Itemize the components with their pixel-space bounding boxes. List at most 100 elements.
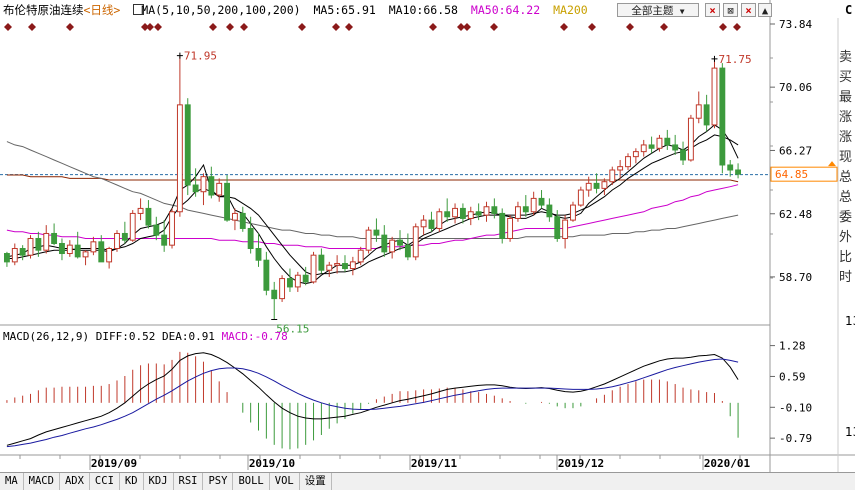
tab-2[interactable]: ADX xyxy=(60,473,90,490)
tab-3[interactable]: CCI xyxy=(90,473,120,490)
candle-body xyxy=(247,227,254,250)
side-panel-label: 卖 xyxy=(839,50,853,65)
side-panel-label: 最 xyxy=(839,90,853,105)
side-panel-label: 比 xyxy=(839,250,853,265)
time-tick-label: 2020/01 xyxy=(704,457,751,470)
candle-body xyxy=(349,261,356,270)
candle-body xyxy=(452,207,458,218)
candle-body xyxy=(106,248,113,263)
event-marker-icon xyxy=(226,23,234,31)
tab-0[interactable]: MA xyxy=(0,473,24,490)
candle-body xyxy=(129,212,136,241)
candle-body xyxy=(491,206,498,214)
chart-header: 布伦特原油连续<日线> MA(5,10,50,200,100,200) MA5:… xyxy=(3,2,594,18)
candle-body xyxy=(554,216,561,239)
candle-body xyxy=(66,244,73,255)
candle-body xyxy=(546,204,553,218)
price-tick-label: 66.27 xyxy=(779,144,812,157)
event-marker-icon xyxy=(490,23,498,31)
candle-body xyxy=(397,239,403,246)
close-chart-button[interactable]: × xyxy=(741,3,756,17)
candle-body xyxy=(176,104,183,213)
candle-body xyxy=(695,104,702,119)
time-tick-label: 2019/09 xyxy=(91,457,137,470)
tab-9[interactable]: VOL xyxy=(270,473,300,490)
candle-body xyxy=(664,137,671,146)
candle-body xyxy=(357,249,364,263)
current-price-label: 64.85 xyxy=(775,168,808,181)
ma-toggle-icon[interactable] xyxy=(133,4,145,15)
candle-body xyxy=(538,197,545,206)
event-marker-icon xyxy=(719,23,727,31)
candle-body xyxy=(711,67,718,126)
tab-6[interactable]: RSI xyxy=(174,473,204,490)
candle-body xyxy=(231,212,238,221)
candle-body xyxy=(381,234,388,253)
ma10-line xyxy=(6,134,739,276)
tab-7[interactable]: PSY xyxy=(203,473,234,490)
event-marker-icon xyxy=(429,23,437,31)
high-annotation-2: 71.75 xyxy=(718,53,751,66)
theme-dropdown-label: 全部主题 xyxy=(631,5,674,17)
candle-body xyxy=(373,229,380,236)
time-tick-label: 2019/10 xyxy=(249,457,295,470)
event-marker-icon xyxy=(154,23,162,31)
macd-tick-label: 1.28 xyxy=(779,340,806,353)
price-tick-label: 58.70 xyxy=(779,271,812,284)
high-annotation-1: 71.95 xyxy=(184,50,217,63)
tab-5[interactable]: KDJ xyxy=(144,473,174,490)
candle-body xyxy=(562,219,569,239)
candle-body xyxy=(499,212,506,239)
candle-body xyxy=(522,206,529,213)
candle-body xyxy=(287,278,293,288)
ma5-line xyxy=(6,124,739,285)
event-marker-icon xyxy=(626,23,634,31)
theme-dropdown[interactable]: 全部主题 ▼ xyxy=(617,3,699,17)
event-marker-icon xyxy=(733,23,741,31)
tab-1[interactable]: MACD xyxy=(24,473,60,490)
tab-10[interactable]: 设置 xyxy=(300,473,332,490)
candle-body xyxy=(35,237,42,251)
ma10-value: MA10:66.58 xyxy=(388,3,458,17)
expand-button[interactable]: ⊠ xyxy=(723,3,738,17)
candle-body xyxy=(444,211,451,218)
current-price-box xyxy=(770,166,838,182)
event-marker-icon xyxy=(240,23,248,31)
tab-4[interactable]: KD xyxy=(120,473,144,490)
candle-body xyxy=(475,211,482,216)
candle-body xyxy=(263,259,270,291)
ma200-value: MA200 xyxy=(553,3,588,17)
macd-header: MACD(26,12,9) DIFF:0.52 DEA:0.91 MACD:-0… xyxy=(3,330,288,343)
event-marker-icon xyxy=(457,23,465,31)
candle-body xyxy=(184,104,191,186)
time-tick-label: 2019/11 xyxy=(411,457,458,470)
side-panel-number: 13 xyxy=(845,314,855,328)
ma50-value: MA50:64.22 xyxy=(470,3,541,17)
candle-body xyxy=(640,144,647,153)
candle-body xyxy=(82,251,89,258)
ma-params: MA(5,10,50,200,100,200) xyxy=(141,3,301,17)
side-panel-label: 买 xyxy=(839,70,853,85)
period-label[interactable]: <日线> xyxy=(83,3,121,17)
indicator-tabs: MA MACD ADX CCI KD KDJ RSI PSY BOLL VOL 设置 xyxy=(0,472,855,490)
candle-body xyxy=(483,206,490,216)
close-indicator-button[interactable]: × xyxy=(705,3,720,17)
candle-body xyxy=(145,207,152,226)
candle-body xyxy=(617,166,624,171)
candle-body xyxy=(680,149,686,161)
tab-8[interactable]: BOLL xyxy=(233,473,270,490)
candle-body xyxy=(90,241,97,253)
scroll-up-button[interactable]: ▲ xyxy=(758,3,772,17)
candle-body xyxy=(585,182,592,191)
current-price-arrow-icon xyxy=(828,161,836,167)
candle-body xyxy=(656,137,663,149)
candle-body xyxy=(428,219,435,229)
candle-body xyxy=(114,232,120,250)
candle-body xyxy=(59,242,65,255)
candle-body xyxy=(467,211,474,219)
macd-dea-value: DEA:0.91 xyxy=(162,330,222,343)
candle-body xyxy=(342,263,348,270)
price-tick-label: 70.06 xyxy=(779,81,812,94)
candle-body xyxy=(43,232,50,251)
